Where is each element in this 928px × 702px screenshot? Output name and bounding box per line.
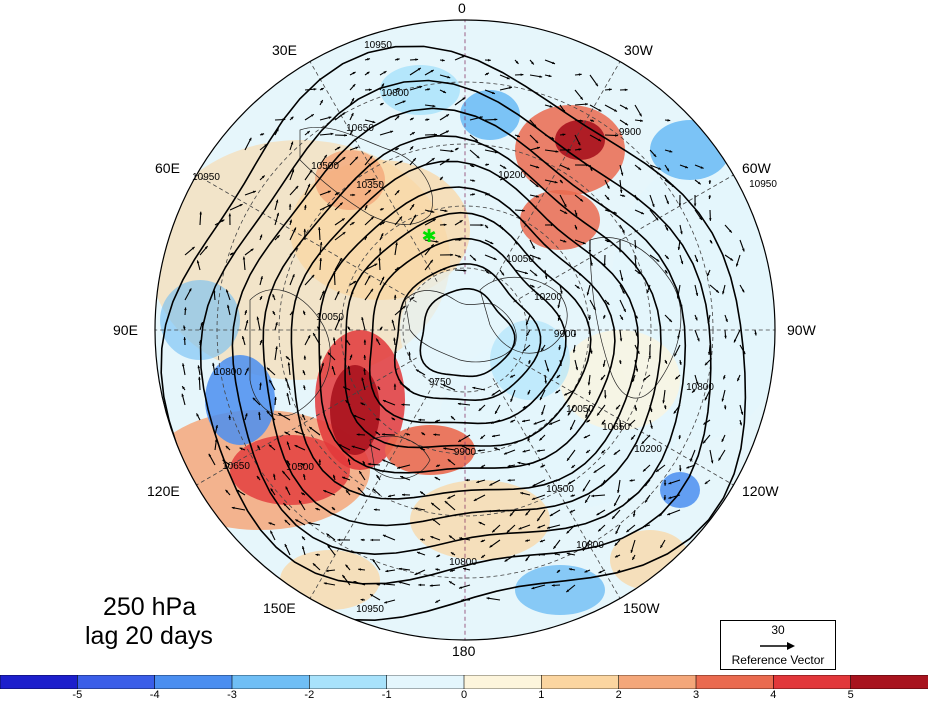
contour-label: 10350	[356, 180, 384, 191]
lon-label-60w: 60W	[742, 160, 771, 176]
colorbar	[0, 675, 928, 689]
contour-label: 10950	[749, 179, 777, 190]
contour-label: 10050	[316, 312, 344, 323]
green-star-marker: ✱	[421, 226, 436, 247]
colorbar-tick-label: -5	[72, 689, 83, 701]
contour-label: 9900	[554, 329, 577, 340]
contour-label: 10650	[222, 461, 250, 472]
contour-labels: 10950 10800 10650 10500 10350 10200 10050 9900 9…	[192, 40, 777, 615]
colorbar-segment	[154, 675, 233, 689]
contour-label: 10800	[576, 540, 604, 551]
colorbar-segment	[463, 675, 543, 689]
colorbar-segment	[0, 675, 79, 689]
map-boundary	[154, 19, 776, 641]
colorbar-tick-label: -2	[304, 689, 315, 701]
contour-label: 10200	[534, 292, 562, 303]
contour-label: 10050	[506, 254, 534, 265]
lon-label-60e: 60E	[155, 160, 180, 176]
contour-label: 10200	[498, 170, 526, 181]
contour-label: 10950	[356, 604, 384, 615]
lon-label-30w: 30W	[624, 42, 653, 58]
pressure-level-title: 250 hPa	[103, 593, 197, 621]
colorbar-tick-label: 3	[692, 689, 700, 701]
contour-label: 10500	[286, 462, 314, 473]
lon-label-30e: 30E	[272, 42, 297, 58]
colorbar-tick-label: 4	[770, 689, 777, 701]
contour-label: 9750	[429, 377, 452, 388]
colorbar-segment	[541, 675, 620, 689]
colorbar-tick-label: -3	[227, 689, 237, 701]
colorbar-tick-label: 2	[615, 689, 622, 701]
colorbar-segment	[850, 675, 928, 689]
colorbar-segment	[231, 675, 311, 689]
coastlines	[249, 126, 682, 479]
lon-label-120w: 120W	[742, 483, 779, 499]
colorbar-segment	[773, 675, 852, 689]
colorbar-segment	[77, 675, 156, 689]
contour-label: 10500	[311, 161, 339, 172]
lon-label-0: 0	[458, 0, 466, 16]
lag-title: lag 20 days	[85, 622, 213, 650]
lon-label-150w: 150W	[623, 600, 660, 616]
lon-label-120e: 120E	[147, 483, 180, 499]
contour-label: 10800	[381, 88, 409, 99]
contour-label: 10950	[192, 172, 220, 183]
colorbar-tick-label: -1	[381, 689, 392, 701]
reference-vector-box: 30 Reference Vector	[720, 620, 836, 670]
lon-label-90e: 90E	[113, 322, 138, 338]
contour-label: 10200	[634, 444, 662, 455]
reference-vector-speed: 30	[771, 623, 785, 637]
height-contours	[160, 45, 747, 622]
contour-label: 10050	[566, 404, 594, 415]
colorbar-segment	[618, 675, 697, 689]
contour-label: 9900	[619, 127, 642, 138]
contour-label: 10650	[346, 123, 374, 134]
contour-label: 10800	[214, 367, 242, 378]
lon-label-150e: 150E	[263, 600, 296, 616]
lon-label-180: 180	[452, 643, 476, 659]
contour-label: 10950	[364, 40, 392, 51]
reference-vector-arrow-icon	[760, 642, 795, 650]
colorbar-segment	[695, 675, 775, 689]
colorbar-tick-label: 1	[538, 689, 545, 701]
wind-vectors	[181, 55, 757, 604]
colorbar-tick-label: -4	[149, 689, 160, 701]
contour-label: 10800	[686, 382, 714, 393]
reference-vector-label: Reference Vector	[731, 653, 825, 667]
lon-label-90w: 90W	[787, 322, 816, 338]
contour-label: 10800	[449, 557, 477, 568]
colorbar-segment	[309, 675, 388, 689]
colorbar-tick-label: 5	[847, 689, 854, 701]
colorbar-segment	[386, 675, 465, 689]
svg-text:✱: ✱	[421, 226, 436, 247]
contour-label: 9900	[454, 447, 477, 458]
contour-label: 10650	[602, 422, 630, 433]
contour-label: 10500	[546, 484, 574, 495]
colorbar-tick-label: 0	[460, 689, 468, 701]
